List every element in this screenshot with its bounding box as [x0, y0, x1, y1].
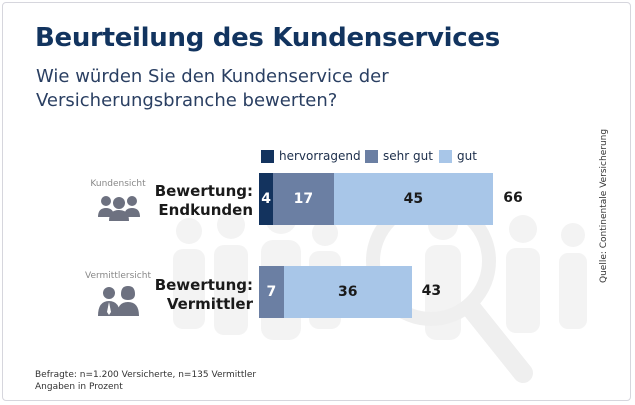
legend-item-gut: gut [439, 149, 477, 163]
row-label-line1: Bewertung: [154, 276, 253, 294]
legend-swatch [365, 149, 378, 163]
legend-label: sehr gut [383, 149, 433, 163]
row-label-line1: Bewertung: [154, 182, 253, 200]
legend-label: gut [457, 149, 477, 163]
footnote-respondents: Befragte: n=1.200 Versicherte, n=135 Ver… [35, 370, 257, 380]
infographic-frame: Beurteilung des Kundenservices Wie würde… [2, 2, 631, 401]
legend-label: hervorragend [279, 149, 361, 163]
bar-total-label: 43 [421, 283, 442, 299]
bar-segment-sehr-gut: 7 [259, 266, 284, 318]
row-label-endkunden: Bewertung: Endkunden [143, 182, 253, 220]
customer-group-icon [98, 196, 140, 221]
bar-segment-sehr-gut: 17 [273, 173, 334, 225]
legend-swatch [261, 149, 274, 163]
bar-segment-gut: 45 [333, 173, 494, 225]
bar-segment-hervorragend: 4 [259, 173, 274, 225]
row-label-line2: Vermittler [166, 295, 253, 313]
page-title: Beurteilung des Kundenservices [35, 23, 500, 53]
row-label-vermittler: Bewertung: Vermittler [143, 276, 253, 314]
side-label-kundensicht: Kundensicht [90, 179, 146, 189]
bar-total-label: 66 [503, 190, 523, 206]
side-label-vermittlersicht: Vermittlersicht [85, 271, 151, 281]
footnote: Befragte: n=1.200 Versicherte, n=135 Ver… [35, 369, 256, 393]
page-subtitle: Wie würden Sie den Kundenservice der Ver… [36, 66, 389, 111]
legend-swatch [439, 149, 452, 163]
source-label: Quelle: Continentale Versicherung [599, 128, 609, 283]
row-label-line2: Endkunden [158, 201, 253, 219]
agent-pair-icon [98, 286, 139, 316]
legend-item-hervorragend: hervorragend [261, 149, 361, 163]
legend-item-sehr-gut: sehr gut [365, 149, 433, 163]
footnote-unit: Angaben in Prozent [35, 382, 123, 392]
bar-segment-gut: 36 [283, 266, 412, 318]
